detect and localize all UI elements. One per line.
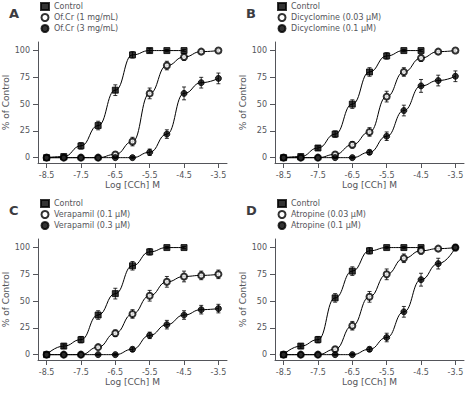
svg-text:B: B — [246, 6, 256, 21]
svg-text:-5.5: -5.5 — [379, 368, 395, 377]
svg-text:Log [CCh] M: Log [CCh] M — [342, 180, 397, 190]
svg-text:% of Control: % of Control — [238, 75, 248, 130]
svg-text:% of Control: % of Control — [1, 75, 11, 130]
svg-text:-7.5: -7.5 — [73, 368, 89, 377]
svg-text:0: 0 — [262, 350, 267, 359]
svg-text:75: 75 — [20, 270, 30, 279]
svg-text:75: 75 — [257, 73, 267, 82]
svg-text:-6.5: -6.5 — [108, 171, 124, 180]
svg-text:-4.5: -4.5 — [413, 368, 429, 377]
svg-text:0: 0 — [25, 350, 30, 359]
svg-text:% of Control: % of Control — [1, 272, 11, 327]
svg-text:50: 50 — [257, 100, 267, 109]
svg-text:Log [CCh] M: Log [CCh] M — [342, 377, 397, 387]
svg-text:Log [CCh] M: Log [CCh] M — [105, 377, 160, 387]
svg-text:0: 0 — [262, 153, 267, 162]
svg-text:Control: Control — [291, 2, 320, 11]
svg-text:-8.5: -8.5 — [276, 171, 292, 180]
svg-text:Dicyclomine (0.1 μM): Dicyclomine (0.1 μM) — [291, 24, 376, 33]
svg-text:50: 50 — [20, 297, 30, 306]
svg-text:-7.5: -7.5 — [73, 171, 89, 180]
svg-text:75: 75 — [257, 270, 267, 279]
svg-text:100: 100 — [252, 46, 267, 55]
svg-text:Control: Control — [54, 2, 83, 11]
svg-text:-4.5: -4.5 — [176, 171, 192, 180]
svg-text:% of Control: % of Control — [238, 272, 248, 327]
svg-text:Atropine (0.1 μM): Atropine (0.1 μM) — [291, 221, 361, 230]
svg-text:Of.Cr (1 mg/mL): Of.Cr (1 mg/mL) — [54, 13, 118, 22]
svg-text:Dicyclomine (0.03 μM): Dicyclomine (0.03 μM) — [291, 13, 381, 22]
svg-text:25: 25 — [20, 323, 30, 332]
svg-text:-3.5: -3.5 — [211, 171, 227, 180]
svg-text:-8.5: -8.5 — [276, 368, 292, 377]
svg-text:0: 0 — [25, 153, 30, 162]
svg-text:D: D — [246, 203, 257, 218]
svg-text:50: 50 — [20, 100, 30, 109]
svg-text:-6.5: -6.5 — [345, 368, 361, 377]
svg-text:-5.5: -5.5 — [379, 171, 395, 180]
svg-text:Control: Control — [291, 199, 320, 208]
svg-text:-7.5: -7.5 — [310, 171, 326, 180]
svg-text:25: 25 — [257, 323, 267, 332]
svg-text:Log [CCh] M: Log [CCh] M — [105, 180, 160, 190]
svg-text:-7.5: -7.5 — [310, 368, 326, 377]
svg-text:-5.5: -5.5 — [142, 368, 158, 377]
svg-text:75: 75 — [20, 73, 30, 82]
svg-text:-3.5: -3.5 — [448, 368, 464, 377]
svg-text:-3.5: -3.5 — [448, 171, 464, 180]
svg-text:Of.Cr (3 mg/mL): Of.Cr (3 mg/mL) — [54, 24, 118, 33]
svg-text:50: 50 — [257, 297, 267, 306]
svg-text:25: 25 — [20, 126, 30, 135]
svg-text:25: 25 — [257, 126, 267, 135]
svg-text:A: A — [9, 6, 19, 21]
svg-text:-4.5: -4.5 — [413, 171, 429, 180]
svg-text:100: 100 — [15, 46, 30, 55]
svg-text:-5.5: -5.5 — [142, 171, 158, 180]
svg-text:Verapamil (0.1 μM): Verapamil (0.1 μM) — [54, 210, 130, 219]
svg-text:-8.5: -8.5 — [39, 171, 55, 180]
svg-text:-6.5: -6.5 — [108, 368, 124, 377]
svg-text:-4.5: -4.5 — [176, 368, 192, 377]
svg-text:-3.5: -3.5 — [211, 368, 227, 377]
svg-text:100: 100 — [252, 243, 267, 252]
svg-text:Atropine (0.03 μM): Atropine (0.03 μM) — [291, 210, 366, 219]
svg-text:C: C — [9, 203, 19, 218]
svg-text:Verapamil (0.3 μM): Verapamil (0.3 μM) — [54, 221, 130, 230]
svg-text:100: 100 — [15, 243, 30, 252]
svg-text:-6.5: -6.5 — [345, 171, 361, 180]
svg-text:-8.5: -8.5 — [39, 368, 55, 377]
svg-text:Control: Control — [54, 199, 83, 208]
